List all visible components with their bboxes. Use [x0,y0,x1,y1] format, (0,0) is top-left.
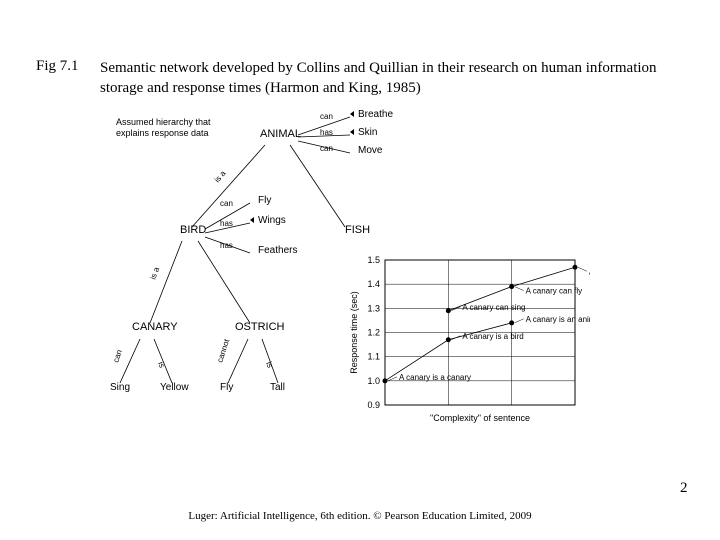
figure-caption: Semantic network developed by Collins an… [100,58,670,99]
response-time-chart: 0.9 1.0 1.1 1.2 1.3 1.4 1.5 Response time (sec)… [349,255,590,423]
svg-text:has: has [320,128,333,137]
svg-text:is: is [156,360,167,369]
svg-text:Response time (sec): Response time (sec) [349,291,359,374]
svg-text:Wings: Wings [258,215,286,226]
svg-text:cannot: cannot [215,337,231,363]
svg-text:ANIMAL: ANIMAL [260,128,301,140]
svg-text:has: has [220,241,233,250]
page-number: 2 [680,480,688,497]
svg-text:can: can [320,144,333,153]
svg-text:A canary can sing: A canary can sing [462,303,525,312]
svg-text:1.4: 1.4 [367,279,380,289]
svg-text:1.5: 1.5 [367,255,380,265]
svg-text:Assumed hierarchy that: Assumed hierarchy that [116,117,211,127]
svg-text:1.0: 1.0 [367,376,380,386]
svg-text:1.2: 1.2 [367,328,380,338]
svg-text:1.3: 1.3 [367,303,380,313]
svg-text:0.9: 0.9 [367,400,380,410]
svg-text:explains response data: explains response data [116,128,209,138]
svg-text:is: is [264,360,275,369]
svg-text:"Complexity" of sentence: "Complexity" of sentence [430,413,530,423]
svg-text:OSTRICH: OSTRICH [235,321,285,333]
svg-text:Skin: Skin [358,127,377,138]
figure-number: Fig 7.1 [36,58,79,75]
svg-text:Breathe: Breathe [358,109,393,120]
svg-text:A canary has skin: A canary has skin [589,267,590,276]
svg-text:can: can [111,349,124,364]
svg-text:Move: Move [358,145,383,156]
svg-text:Feathers: Feathers [258,245,297,256]
svg-text:CANARY: CANARY [132,321,178,333]
svg-text:Tall: Tall [270,382,285,393]
svg-text:can: can [220,199,233,208]
svg-text:Fly: Fly [258,195,271,206]
svg-text:has: has [220,219,233,228]
svg-text:FISH: FISH [345,224,370,236]
svg-text:Fly: Fly [220,382,233,393]
svg-text:Yellow: Yellow [160,382,189,393]
svg-text:is a: is a [213,169,228,185]
svg-text:A canary is a bird: A canary is a bird [462,332,523,341]
footer-citation: Luger: Artificial Intelligence, 6th edit… [0,510,720,522]
svg-text:A canary is an animal: A canary is an animal [526,315,590,324]
svg-text:Sing: Sing [110,382,130,393]
svg-text:A canary is a canary: A canary is a canary [399,373,471,382]
figure-diagram: Assumed hierarchy thatexplains response … [110,105,590,445]
svg-text:is a: is a [148,265,161,280]
svg-text:BIRD: BIRD [180,224,206,236]
svg-text:A canary can fly: A canary can fly [526,287,582,296]
svg-text:can: can [320,112,333,121]
svg-text:1.1: 1.1 [367,352,380,362]
